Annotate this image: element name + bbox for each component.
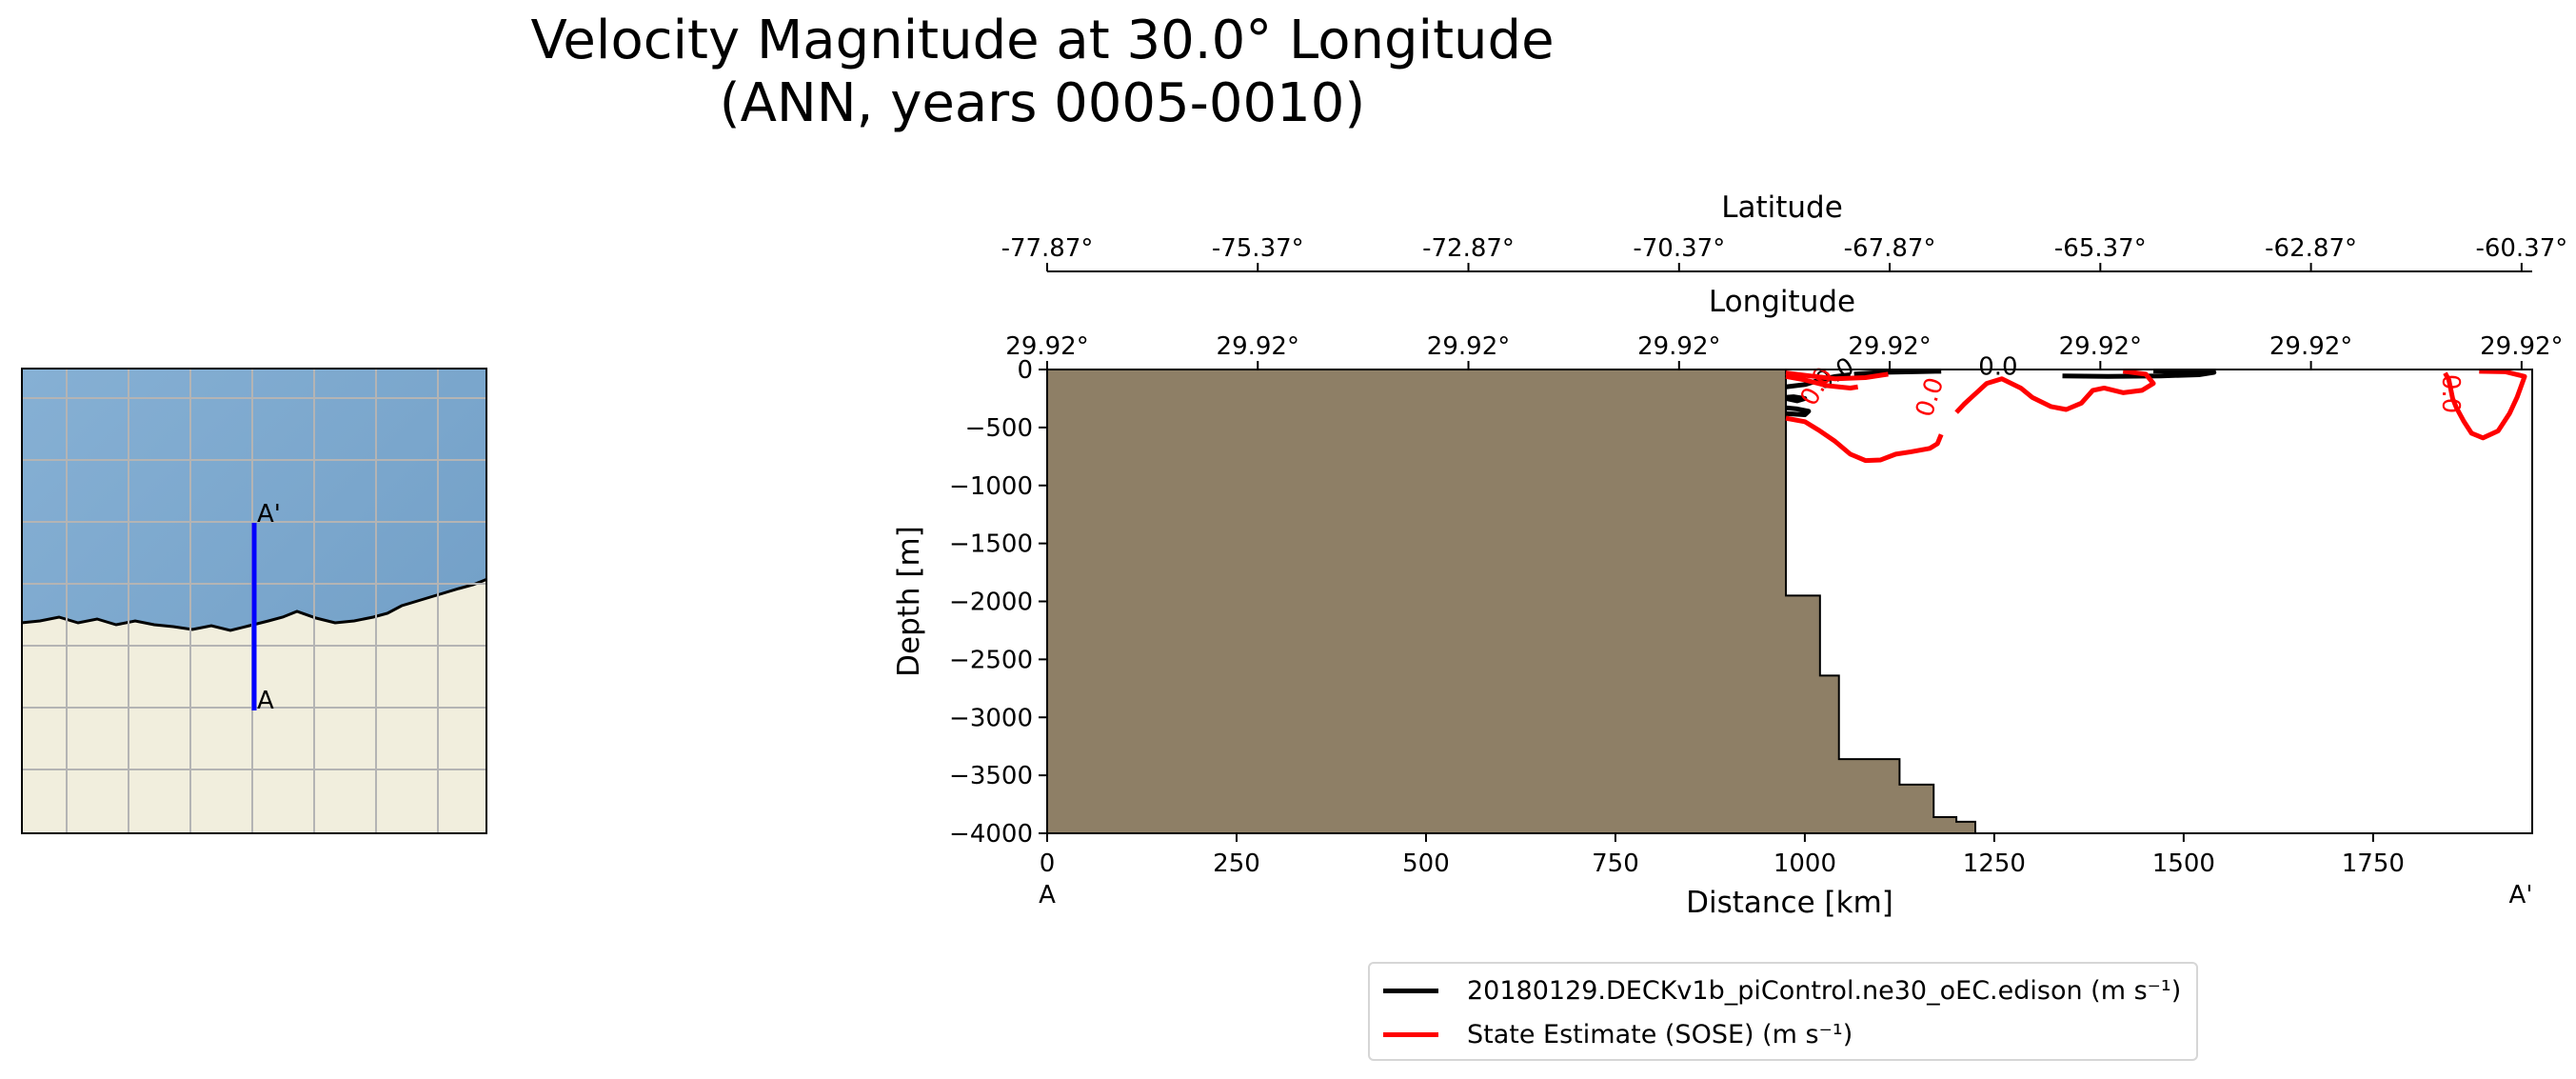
- contour-layer: 0.0 0.00.0 0.0 0.0: [1785, 352, 2527, 464]
- y-tick-label: −2500: [949, 646, 1033, 674]
- contour-line-s0-2: [1785, 405, 1812, 417]
- y-axis-label: Depth [m]: [892, 526, 926, 677]
- legend-swatch-sose: [1383, 1031, 1438, 1037]
- longitude-tick-label: 29.92°: [2480, 332, 2563, 361]
- inset-label-end: A': [257, 500, 281, 529]
- longitude-tick-label: 29.92°: [2269, 332, 2352, 361]
- contour-line-s0-0: [1785, 371, 1851, 390]
- chart-title: Velocity Magnitude at 30.0° Longitude (A…: [276, 10, 1809, 135]
- longitude-axis-label: Longitude: [1709, 285, 1855, 319]
- latitude-tick-label: -75.37°: [1212, 234, 1304, 263]
- legend-entry-model: 20180129.DECKv1b_piControl.ne30_oEC.edis…: [1383, 971, 2181, 1009]
- contour-line-s1-4: [2443, 369, 2527, 441]
- x-tick-label: 1000: [1773, 849, 1836, 878]
- contour-line-s1-3: [1954, 369, 2156, 414]
- x-tick-label: 250: [1213, 849, 1260, 878]
- x-tick-label: 1500: [2152, 849, 2215, 878]
- contour-free-label-s0-0: 0.0: [1978, 352, 2017, 381]
- y-tick-label: −3000: [949, 704, 1033, 732]
- inset-frame: [21, 368, 487, 834]
- longitude-tick-label: 29.92°: [1637, 332, 1720, 361]
- x-tick-label: 750: [1592, 849, 1639, 878]
- longitude-tick-label: 29.92°: [1848, 332, 1931, 361]
- bathymetry-layer: [1046, 369, 1976, 834]
- longitude-tick-label: 29.92°: [2059, 332, 2142, 361]
- contour-line-s1-1: [1785, 370, 1889, 382]
- legend: 20180129.DECKv1b_piControl.ne30_oEC.edis…: [1368, 962, 2198, 1061]
- latitude-tick-label: -65.37°: [2054, 234, 2147, 263]
- y-tick-label: −3500: [949, 762, 1033, 790]
- y-tick-label: −4000: [949, 820, 1033, 849]
- contour-line-s1-2: [1785, 415, 1944, 464]
- contour-label-s1-4: 0.0: [2436, 374, 2465, 413]
- y-tick-label: 0: [1017, 356, 1033, 385]
- longitude-tick-label: 29.92°: [1217, 332, 1299, 361]
- legend-swatch-model: [1383, 988, 1438, 993]
- latitude-tick-label: -77.87°: [1001, 234, 1094, 263]
- latitude-axis-label: Latitude: [1721, 190, 1843, 225]
- legend-label-model: 20180129.DECKv1b_piControl.ne30_oEC.edis…: [1467, 975, 2182, 1006]
- x-tick-label: 0: [1040, 849, 1056, 878]
- x-axis-label: Distance [km]: [1686, 886, 1893, 920]
- longitude-tick-label: 29.92°: [1005, 332, 1088, 361]
- latitude-tick-label: -70.37°: [1633, 234, 1725, 263]
- latitude-tick-label: -60.37°: [2475, 234, 2567, 263]
- inset-label-start: A: [257, 687, 274, 715]
- bathymetry-polygon: [1046, 369, 1976, 834]
- inset-coastline: [21, 577, 487, 632]
- longitude-tick-label: 29.92°: [1427, 332, 1510, 361]
- x-tick-label: 1250: [1963, 849, 2026, 878]
- y-tick-label: −1500: [949, 530, 1033, 559]
- title-line-1: Velocity Magnitude at 30.0° Longitude: [530, 10, 1555, 71]
- legend-label-sose: State Estimate (SOSE) (m s⁻¹): [1467, 1019, 1853, 1049]
- contour-line-s1-0: [1785, 373, 1859, 390]
- latitude-tick-label: -72.87°: [1422, 234, 1515, 263]
- x-end-label: A': [2509, 881, 2533, 909]
- axes-layer: 0 250 500 750 1000 1250 1500 1750 0 −500 −1000 −150…: [949, 234, 2567, 878]
- inset-gridlines: [21, 368, 487, 834]
- contour-label-s1-3: 0.0: [1911, 374, 1950, 421]
- title-line-2: (ANN, years 0005-0010): [719, 72, 1366, 134]
- latitude-tick-label: -62.87°: [2265, 234, 2357, 263]
- latitude-tick-label: -67.87°: [1844, 234, 1936, 263]
- y-tick-label: −2000: [949, 589, 1033, 617]
- x-tick-label: 1750: [2342, 849, 2405, 878]
- y-tick-label: −1000: [949, 472, 1033, 501]
- legend-entry-sose: State Estimate (SOSE) (m s⁻¹): [1383, 1015, 1853, 1053]
- y-tick-label: −500: [965, 414, 1033, 443]
- x-start-label: A: [1039, 881, 1056, 909]
- contour-line-s0-3: [1785, 394, 1808, 404]
- x-tick-label: 500: [1402, 849, 1450, 878]
- inset-map: A' A: [21, 368, 487, 834]
- contour-line-s0-1: [1853, 369, 1942, 377]
- contour-line-s0-4: [2062, 368, 2217, 379]
